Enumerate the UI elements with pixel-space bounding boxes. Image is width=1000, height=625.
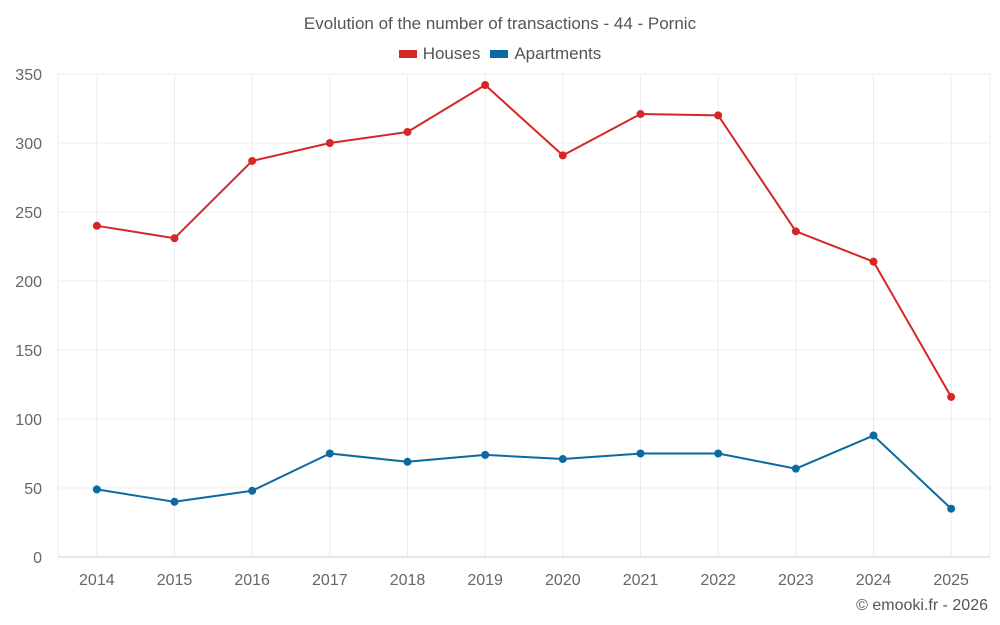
legend-swatch-apartments: [490, 50, 509, 58]
y-tick-label: 350: [15, 67, 42, 84]
series-line-houses: [96, 84, 953, 398]
x-tick-label: 2019: [467, 572, 503, 589]
x-tick-label: 2018: [390, 572, 426, 589]
data-point-apartments: [170, 497, 179, 506]
data-point-apartments: [947, 504, 956, 513]
grid-lines: [57, 73, 991, 558]
data-point-houses: [248, 156, 257, 165]
series-layer: [92, 81, 956, 513]
data-point-houses: [558, 151, 567, 160]
x-tick-label: 2023: [778, 572, 814, 589]
data-point-houses: [170, 234, 179, 243]
data-point-apartments: [248, 486, 257, 495]
data-point-apartments: [636, 449, 645, 458]
data-point-apartments: [325, 449, 334, 458]
y-tick-label: 150: [15, 343, 42, 360]
legend-item-apartments[interactable]: Apartments: [490, 44, 601, 64]
y-tick-label: 250: [15, 205, 42, 222]
x-tick-label: 2021: [623, 572, 659, 589]
y-tick-label: 0: [33, 550, 42, 567]
axes: 0 50 100 150 200 250 300 350 2014 2015 2016 2017 201…: [15, 67, 969, 589]
y-tick-label: 300: [15, 136, 42, 153]
data-point-apartments: [558, 455, 567, 464]
data-point-apartments: [791, 464, 800, 473]
legend-swatch-houses: [398, 50, 417, 58]
x-tick-label: 2025: [933, 572, 969, 589]
data-point-apartments: [92, 485, 101, 494]
data-point-apartments: [869, 431, 878, 440]
chart-legend: Houses Apartments: [0, 44, 1000, 64]
x-tick-label: 2016: [234, 572, 270, 589]
legend-item-houses[interactable]: Houses: [398, 44, 481, 64]
legend-label-houses: Houses: [422, 44, 481, 63]
data-point-houses: [714, 111, 723, 120]
x-tick-label: 2020: [545, 572, 581, 589]
data-point-apartments: [714, 449, 723, 458]
x-tick-label: 2014: [79, 572, 115, 589]
y-tick-label: 200: [15, 274, 42, 291]
series-line-apartments: [96, 434, 952, 510]
data-point-houses: [325, 139, 334, 147]
x-tick-label: 2024: [856, 572, 892, 589]
data-point-houses: [947, 392, 956, 401]
x-tick-label: 2015: [157, 572, 193, 589]
x-tick-label: 2022: [700, 572, 736, 589]
data-point-houses: [481, 81, 490, 90]
y-tick-label: 50: [24, 481, 42, 498]
data-point-houses: [791, 227, 800, 236]
data-point-houses: [869, 257, 878, 266]
x-tick-label: 2017: [312, 572, 348, 589]
credit-text: © emooki.fr - 2026: [856, 597, 988, 614]
data-point-houses: [403, 127, 412, 136]
data-point-apartments: [403, 457, 412, 466]
chart-title: Evolution of the number of transactions …: [303, 14, 697, 33]
data-point-houses: [92, 221, 101, 230]
data-point-houses: [636, 110, 645, 119]
legend-label-apartments: Apartments: [514, 44, 602, 63]
y-tick-label: 100: [15, 412, 42, 429]
data-point-apartments: [481, 450, 490, 459]
